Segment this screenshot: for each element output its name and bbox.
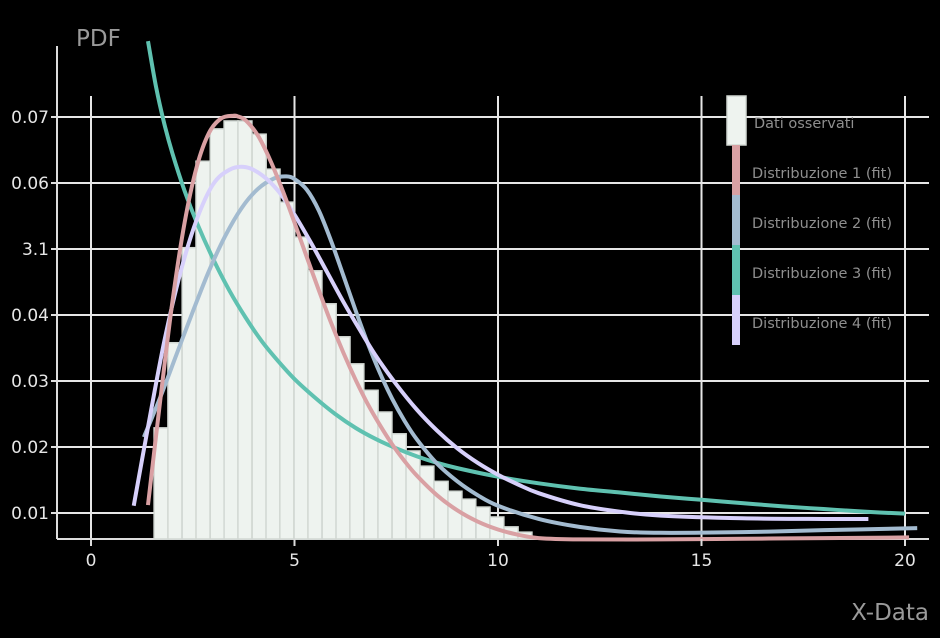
histogram-bar bbox=[433, 480, 449, 540]
legend: Dati osservati Distribuzione 1 (fit) Distr… bbox=[726, 95, 892, 345]
x-tick-label: 5 bbox=[289, 551, 300, 571]
curve-distribuzione-1-fit bbox=[145, 113, 910, 542]
histogram-bar bbox=[419, 465, 435, 540]
y-tick-label: 0.01 bbox=[11, 504, 49, 524]
histogram-bar bbox=[181, 246, 197, 540]
histogram-bar bbox=[447, 490, 463, 540]
y-axis-title: PDF bbox=[76, 26, 121, 52]
legend-label: Dati osservati bbox=[754, 116, 854, 132]
y-tick-label: 0.03 bbox=[11, 372, 49, 392]
legend-swatch-dati-osservati bbox=[726, 95, 747, 146]
legend-swatch-line bbox=[732, 145, 740, 195]
legend-swatch-line bbox=[732, 195, 740, 245]
y-tick-labels: 0.07 0.06 3.1 0.04 0.03 0.02 0.01 bbox=[11, 108, 57, 524]
x-tick-label: 20 bbox=[894, 551, 916, 571]
x-tick-label: 10 bbox=[487, 551, 509, 571]
curve-distribuzione-4-fit bbox=[131, 164, 869, 521]
legend-swatch-line bbox=[732, 245, 740, 295]
y-tick-label: 3.1 bbox=[22, 240, 49, 260]
histogram-bar bbox=[209, 128, 226, 540]
histogram-bar bbox=[321, 303, 337, 540]
x-tick-labels: 0 5 10 15 20 bbox=[86, 539, 916, 571]
x-axis-title: X-Data bbox=[851, 600, 929, 626]
fit-curves bbox=[131, 40, 918, 542]
legend-label: Distribuzione 2 (fit) bbox=[752, 216, 892, 232]
y-tick-label: 0.06 bbox=[11, 174, 49, 194]
x-tick-label: 0 bbox=[86, 551, 97, 571]
histogram-bar bbox=[223, 120, 239, 540]
y-tick-label: 0.02 bbox=[11, 438, 49, 458]
histogram-bar bbox=[307, 270, 323, 540]
legend-swatch-line bbox=[732, 295, 740, 345]
x-tick-label: 15 bbox=[691, 551, 713, 571]
y-tick-label: 0.07 bbox=[11, 108, 49, 128]
y-tick-label: 0.04 bbox=[11, 306, 49, 326]
legend-label: Distribuzione 3 (fit) bbox=[752, 266, 892, 282]
histogram-bar bbox=[237, 120, 253, 540]
legend-label: Distribuzione 1 (fit) bbox=[752, 166, 892, 182]
legend-label: Distribuzione 4 (fit) bbox=[752, 316, 892, 332]
